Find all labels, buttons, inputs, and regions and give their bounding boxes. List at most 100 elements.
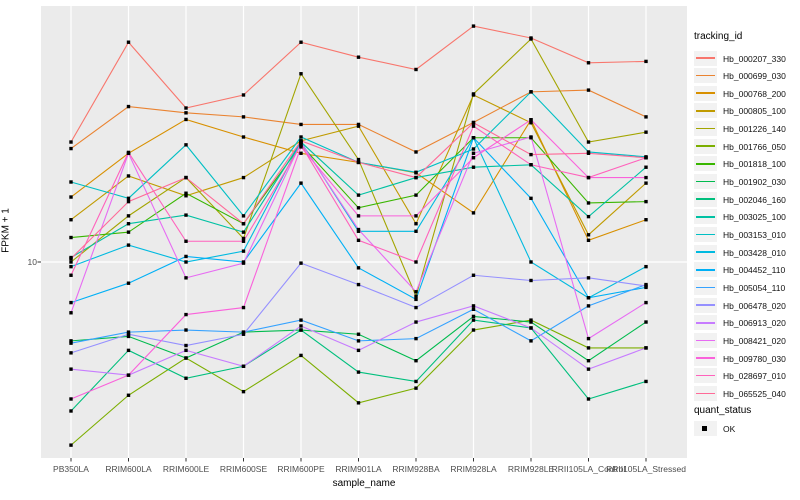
data-point-marker [241, 214, 246, 218]
legend-key-line [696, 145, 715, 148]
x-tick-label: RRIM901LA [335, 464, 382, 474]
data-point-marker [184, 143, 188, 147]
data-point-marker [414, 229, 418, 233]
data-point-marker [184, 175, 188, 180]
data-point-marker [184, 343, 188, 348]
data-point-marker [586, 359, 591, 363]
data-point-marker [471, 211, 476, 215]
data-point-marker [299, 141, 303, 145]
data-point-marker [471, 314, 476, 319]
data-point-marker [126, 40, 131, 44]
data-point-marker [586, 151, 591, 155]
data-point-marker [644, 320, 648, 324]
data-point-marker [644, 115, 648, 119]
data-point-marker [414, 290, 418, 294]
data-point-marker [471, 151, 476, 155]
data-point-marker [69, 180, 73, 184]
data-point-marker [586, 61, 591, 65]
data-point-marker [356, 157, 361, 162]
data-point-marker [471, 328, 476, 332]
legend-item-label: Hb_003153_010 [723, 230, 786, 240]
legend-key-line [696, 57, 715, 59]
data-point-marker [184, 348, 188, 353]
data-point-marker [644, 199, 648, 204]
data-point-marker [644, 264, 648, 269]
legend-key-line [696, 339, 715, 342]
data-point-marker [356, 124, 361, 128]
data-point-marker [241, 93, 246, 97]
data-point-marker [126, 199, 131, 204]
x-tick-label: RRIM928BA [392, 464, 440, 474]
legend-item-label: Hb_000768_200 [723, 88, 786, 99]
data-point-marker [471, 124, 476, 128]
data-point-marker [126, 281, 131, 285]
data-point-marker [241, 236, 246, 241]
data-point-marker [414, 336, 418, 341]
data-point-marker [644, 284, 648, 288]
x-tick-label: PB350LA [53, 464, 89, 474]
legend-key-line [696, 233, 715, 236]
data-point-marker [471, 24, 476, 28]
data-point-marker [126, 222, 131, 226]
data-point-marker [471, 121, 476, 125]
legend-item-label: Hb_028697_010 [723, 371, 786, 382]
data-point-marker [184, 191, 188, 195]
data-point-marker [529, 339, 533, 343]
data-point-marker [644, 165, 648, 169]
x-tick-label: RRIM928LE [507, 464, 555, 474]
data-point-marker [184, 276, 188, 280]
data-point-marker [471, 304, 476, 308]
data-point-marker [356, 238, 361, 243]
data-point-marker [414, 359, 418, 363]
data-point-marker [414, 260, 418, 264]
data-point-marker [471, 92, 476, 96]
data-point-marker [414, 67, 418, 72]
data-point-marker [356, 227, 361, 232]
data-point-marker [529, 152, 533, 157]
legend-key-line [696, 357, 715, 359]
x-tick-label: RRIM600LA [105, 464, 152, 474]
data-point-marker [586, 233, 591, 237]
data-point-marker [414, 305, 418, 310]
data-point-marker [414, 320, 418, 324]
data-point-marker [241, 135, 246, 139]
data-point-marker [356, 282, 361, 287]
legend-key-line [696, 110, 715, 112]
data-point-marker [529, 326, 533, 330]
data-point-marker [126, 373, 131, 377]
data-point-marker [586, 175, 591, 180]
data-point-marker [529, 135, 533, 139]
data-point-marker [586, 346, 591, 350]
data-point-marker [69, 260, 73, 264]
data-point-marker [356, 339, 361, 343]
y-tick-label-10: 10 [27, 257, 37, 267]
legend-key-line [696, 374, 715, 377]
data-point-marker [471, 307, 476, 311]
legend-item-label: Hb_005054_110 [723, 282, 786, 293]
data-point-marker [644, 175, 648, 180]
data-point-marker [414, 193, 418, 197]
legend-key-line [696, 198, 715, 200]
data-point-marker [126, 330, 131, 334]
data-point-marker [241, 249, 246, 253]
data-point-marker [299, 72, 303, 76]
data-point-marker [69, 273, 73, 277]
data-point-marker [184, 213, 188, 217]
data-point-marker [241, 305, 246, 310]
data-point-marker [529, 260, 533, 264]
legend-title-tracking-id: tracking_id [694, 31, 743, 42]
data-point-marker [126, 150, 131, 155]
data-point-marker [356, 122, 361, 127]
data-point-marker [299, 181, 303, 185]
legend-item-label: OK [723, 424, 736, 434]
data-point-marker [184, 117, 188, 122]
x-axis-title: sample_name [332, 478, 396, 489]
data-point-marker [586, 238, 591, 243]
legend-item-label: Hb_003428_010 [723, 247, 786, 258]
data-point-marker [126, 243, 131, 247]
legend-key-line [696, 304, 715, 306]
data-point-marker [529, 118, 533, 122]
legend-item-label: Hb_001902_030 [723, 177, 786, 188]
legend-item-label: Hb_001766_050 [723, 141, 786, 152]
